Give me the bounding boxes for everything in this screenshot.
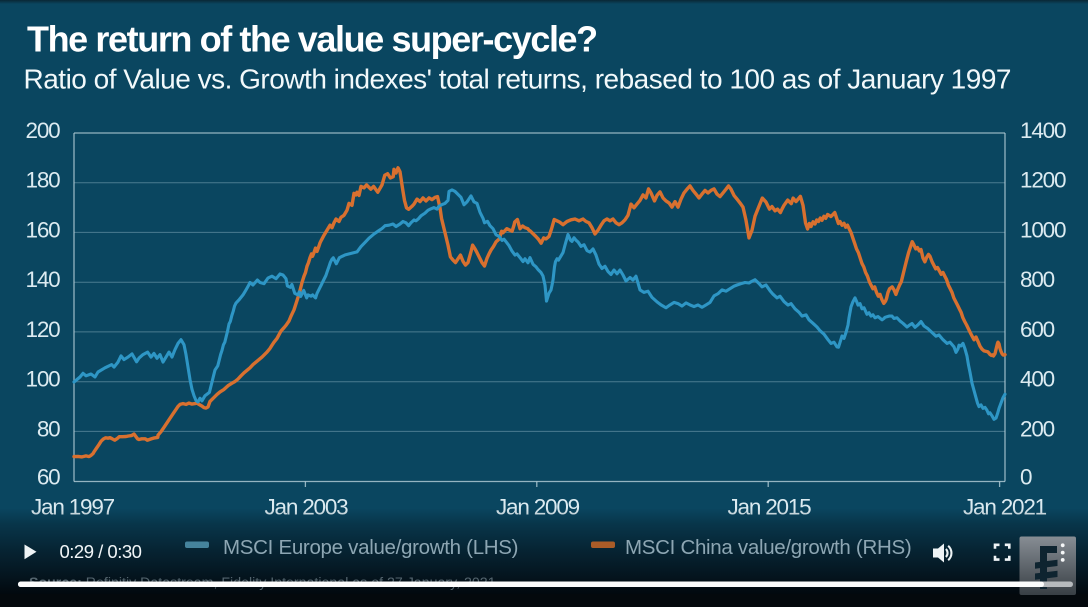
svg-text:80: 80 [37,416,60,441]
svg-text:Ratio of Value vs. Growth inde: Ratio of Value vs. Growth indexes' total… [24,64,1011,95]
svg-text:600: 600 [1020,317,1055,342]
svg-text:1000: 1000 [1020,217,1066,242]
svg-text:The return of the value super-: The return of the value super-cycle? [27,19,597,60]
svg-text:100: 100 [26,367,61,392]
svg-text:0: 0 [1020,465,1032,490]
svg-text:MSCI China value/growth (RHS): MSCI China value/growth (RHS) [625,536,911,559]
svg-text:1400: 1400 [1020,118,1066,143]
svg-text:160: 160 [26,217,61,242]
svg-text:800: 800 [1020,267,1055,292]
svg-text:0:29 / 0:30: 0:29 / 0:30 [60,541,142,562]
svg-text:200: 200 [26,118,61,143]
svg-text:60: 60 [37,465,60,490]
svg-text:1200: 1200 [1020,168,1066,193]
svg-text:400: 400 [1020,367,1055,392]
svg-text:120: 120 [26,317,61,342]
svg-text:180: 180 [26,168,61,193]
svg-text:140: 140 [26,267,61,292]
svg-text:MSCI Europe value/growth (LHS): MSCI Europe value/growth (LHS) [223,536,518,559]
svg-text:200: 200 [1020,416,1055,441]
